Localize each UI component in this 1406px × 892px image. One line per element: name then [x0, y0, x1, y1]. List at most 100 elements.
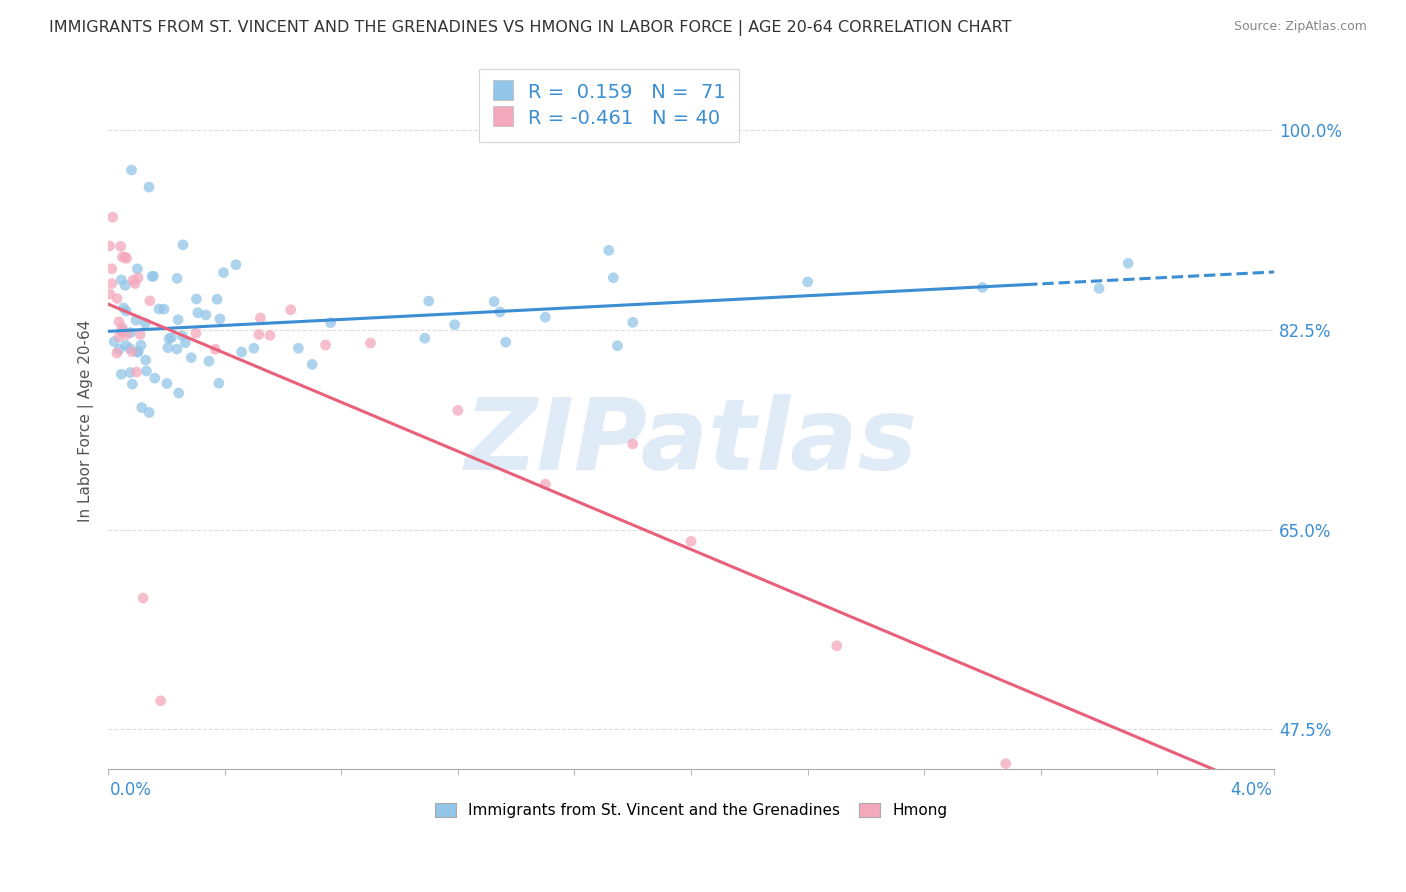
Point [127, 261, 149, 276]
Point [114, 278, 136, 293]
Point [194, 308, 217, 322]
Point [129, 338, 152, 352]
Point [127, 345, 149, 359]
Point [796, 275, 818, 289]
Point [482, 294, 505, 309]
Legend: Immigrants from St. Vincent and the Grenadines, Hmong: Immigrants from St. Vincent and the Gren… [429, 797, 953, 824]
Point [247, 327, 270, 342]
Point [111, 324, 134, 338]
Text: Source: ZipAtlas.com: Source: ZipAtlas.com [1233, 20, 1367, 33]
Point [180, 351, 202, 365]
Point [110, 368, 132, 382]
Point [111, 320, 134, 334]
Point [259, 328, 281, 343]
Text: 0.0%: 0.0% [110, 780, 152, 798]
Point [249, 310, 271, 325]
Point [184, 326, 207, 341]
Point [98, 239, 121, 253]
Point [114, 250, 136, 264]
Point [1088, 281, 1111, 295]
Point [120, 366, 142, 380]
Point [166, 342, 188, 356]
Point [606, 339, 628, 353]
Point [124, 277, 146, 291]
Point [122, 273, 145, 287]
Point [135, 364, 157, 378]
Point [121, 163, 143, 178]
Point [167, 312, 190, 326]
Point [115, 327, 138, 342]
Point [101, 277, 124, 291]
Point [413, 331, 436, 345]
Point [110, 273, 132, 287]
Point [208, 312, 231, 326]
Point [101, 211, 124, 225]
Y-axis label: In Labor Force | Age 20-64: In Labor Force | Age 20-64 [79, 320, 94, 523]
Point [149, 694, 172, 708]
Point [972, 280, 994, 294]
Point [127, 270, 149, 285]
Point [138, 180, 160, 194]
Point [621, 315, 644, 329]
Point [205, 292, 228, 306]
Point [141, 269, 163, 284]
Point [142, 269, 165, 284]
Point [100, 261, 122, 276]
Point [125, 365, 148, 379]
Point [148, 301, 170, 316]
Point [105, 292, 128, 306]
Point [621, 437, 644, 451]
Point [121, 377, 143, 392]
Point [231, 345, 253, 359]
Point [359, 336, 381, 351]
Point [994, 756, 1017, 771]
Point [114, 338, 136, 352]
Point [115, 252, 138, 266]
Point [125, 313, 148, 327]
Point [112, 301, 135, 315]
Point [166, 271, 188, 285]
Point [118, 342, 141, 356]
Point [103, 334, 125, 349]
Point [129, 327, 152, 342]
Text: ZIPatlas: ZIPatlas [464, 393, 918, 491]
Text: 4.0%: 4.0% [1230, 780, 1272, 798]
Point [172, 328, 194, 343]
Point [120, 326, 142, 340]
Point [108, 343, 131, 357]
Point [1116, 256, 1139, 270]
Point [443, 318, 465, 332]
Point [167, 386, 190, 401]
Text: IMMIGRANTS FROM ST. VINCENT AND THE GRENADINES VS HMONG IN LABOR FORCE | AGE 20-: IMMIGRANTS FROM ST. VINCENT AND THE GREN… [49, 20, 1012, 36]
Point [131, 401, 153, 415]
Point [534, 477, 557, 491]
Point [110, 239, 132, 253]
Point [138, 405, 160, 419]
Point [156, 341, 179, 355]
Point [108, 330, 131, 344]
Point [301, 358, 323, 372]
Point [319, 316, 342, 330]
Point [315, 338, 337, 352]
Point [204, 343, 226, 357]
Point [418, 294, 440, 309]
Point [172, 238, 194, 252]
Point [105, 346, 128, 360]
Point [225, 258, 247, 272]
Point [679, 534, 702, 549]
Point [598, 244, 620, 258]
Point [143, 371, 166, 385]
Point [153, 302, 176, 317]
Point [489, 305, 512, 319]
Point [160, 331, 183, 345]
Point [115, 304, 138, 318]
Point [139, 293, 162, 308]
Point [208, 376, 231, 391]
Point [495, 335, 517, 350]
Point [111, 326, 134, 340]
Point [135, 353, 157, 368]
Point [134, 316, 156, 330]
Point [108, 315, 131, 329]
Point [132, 591, 155, 605]
Point [212, 266, 235, 280]
